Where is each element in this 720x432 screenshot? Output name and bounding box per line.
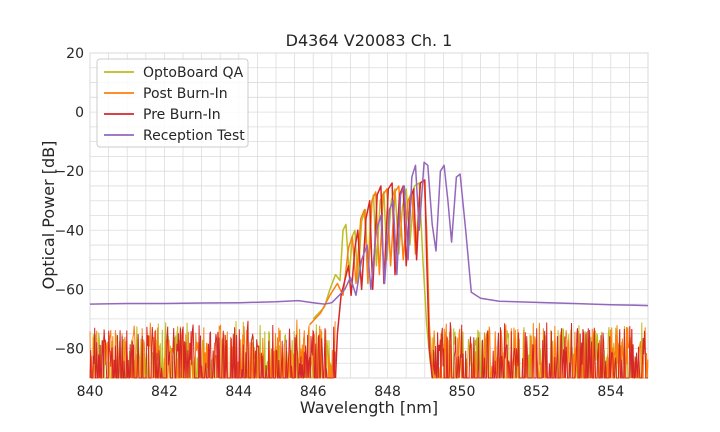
noise-trace-2 [89,320,648,379]
x-tick-label: 852 [523,384,550,400]
y-tick-label: 0 [75,105,84,121]
x-tick-label: 846 [300,384,327,400]
legend-entry: Pre Burn-In [143,107,221,123]
x-tick-label: 848 [374,384,401,400]
x-tick-label: 842 [151,384,178,400]
legend: OptoBoard QA Post Burn-In Pre Burn-In Recep… [96,58,249,148]
y-tick-label: 20 [66,46,84,62]
y-tick-label: −60 [54,282,84,298]
y-tick-label: −20 [54,164,84,180]
y-tick-labels: 20 0 −20 −40 −60 −80 [54,46,84,357]
x-tick-label: 840 [77,384,104,400]
legend-entry: Reception Test [143,128,245,144]
y-tick-label: −80 [54,341,84,357]
x-tick-label: 850 [449,384,476,400]
y-axis-label: Optical Power [dB] [39,141,58,290]
chart-title: D4364 V20083 Ch. 1 [286,31,453,50]
series-line-reception-test [89,161,649,307]
x-tick-label: 854 [597,384,624,400]
series-lines [89,161,649,379]
y-tick-label: −40 [54,223,84,239]
legend-box [96,58,249,148]
x-tick-label: 844 [225,384,252,400]
legend-entry: Post Burn-In [143,86,228,102]
x-tick-labels: 840 842 844 846 848 850 852 854 [77,384,625,400]
legend-entry: OptoBoard QA [143,65,244,81]
noise-floor [89,319,649,379]
x-axis-label: Wavelength [nm] [300,398,438,417]
